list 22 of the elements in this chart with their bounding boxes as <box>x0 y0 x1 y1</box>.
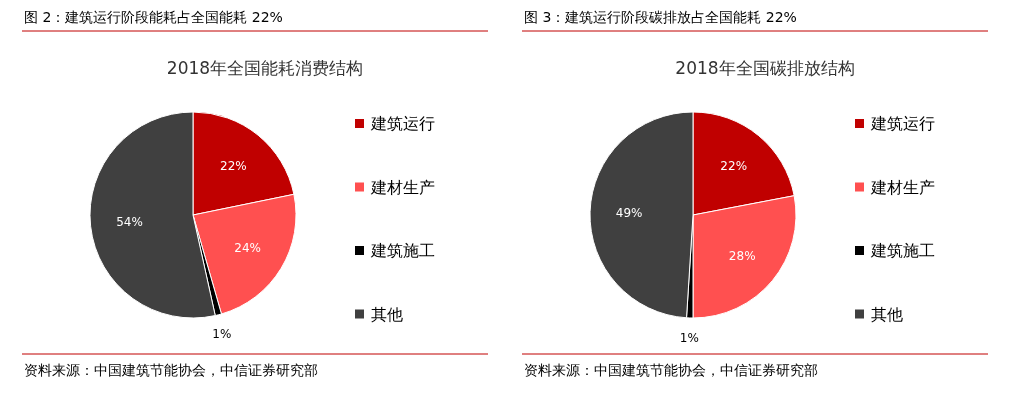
legend-label: 建材生产 <box>370 177 435 197</box>
data-label: 54% <box>116 214 143 229</box>
legend-label: 建材生产 <box>870 177 935 197</box>
data-label: 1% <box>212 327 232 342</box>
chart-subtitle: 2018年全国能耗消费结构 <box>166 58 364 78</box>
legend-label: 建筑运行 <box>370 114 435 133</box>
chart-title: 图 2：建筑运行阶段能耗占全国能耗 22% <box>24 9 283 25</box>
data-label: 49% <box>615 205 643 220</box>
legend-label: 建筑运行 <box>870 114 935 133</box>
legend-label: 其他 <box>371 304 403 324</box>
legend-label: 建筑施工 <box>370 241 435 260</box>
legend-label: 其他 <box>871 304 903 324</box>
data-label: 22% <box>220 158 247 173</box>
data-label: 1% <box>679 330 699 345</box>
chart-title: 图 3：建筑运行阶段碳排放占全国能耗 22% <box>524 9 797 25</box>
data-label: 24% <box>234 241 261 256</box>
text: 资料来源：中国建筑节能协会，中信证券研究部 <box>524 362 818 378</box>
chart-subtitle: 2018年全国碳排放结构 <box>675 58 855 78</box>
data-label: 22% <box>720 158 748 173</box>
legend-label: 建筑施工 <box>870 241 935 260</box>
text: 资料来源：中国建筑节能协会，中信证券研究部 <box>24 362 318 378</box>
data-label: 28% <box>728 248 756 263</box>
